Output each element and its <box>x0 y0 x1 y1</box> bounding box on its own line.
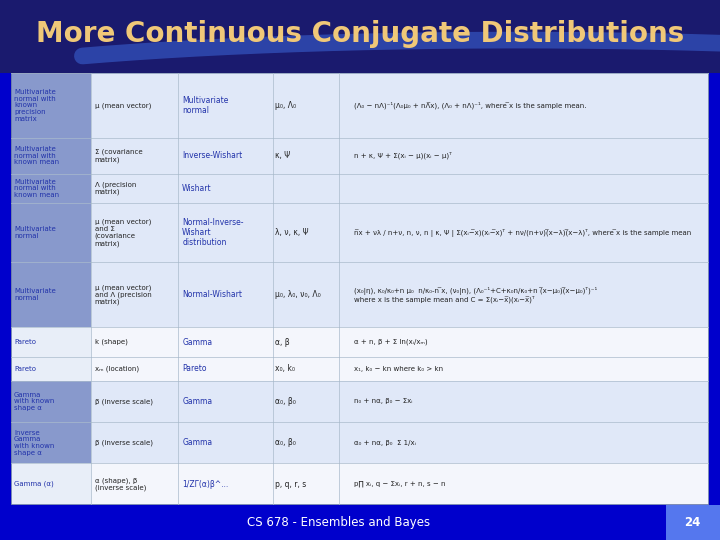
Text: p, q, r, s: p, q, r, s <box>275 480 307 489</box>
Bar <box>11 262 709 327</box>
Bar <box>11 463 91 505</box>
Text: μ₀, Λ₀: μ₀, Λ₀ <box>275 101 297 110</box>
Text: Pareto: Pareto <box>14 366 36 372</box>
Bar <box>11 327 91 357</box>
Text: Multivariate
normal with
known
precision
matrix: Multivariate normal with known precision… <box>14 89 55 122</box>
Text: Gamma: Gamma <box>182 397 212 406</box>
Text: α (shape), β
(inverse scale): α (shape), β (inverse scale) <box>94 477 146 491</box>
Bar <box>11 138 91 173</box>
Text: μ (mean vector)
and Σ
(covariance
matrix): μ (mean vector) and Σ (covariance matrix… <box>94 219 151 247</box>
Bar <box>11 422 709 463</box>
Text: μ (mean vector): μ (mean vector) <box>94 102 151 109</box>
Text: n₀ + nα, β₀ − Σxᵢ: n₀ + nα, β₀ − Σxᵢ <box>354 399 413 404</box>
Text: n̅x + νλ / n+ν, n, ν, n | κ, Ψ | Σ(xᵢ−̅x)(xᵢ−̅x)ᵀ + nν/(n+ν)(̅x−λ)(̅x−λ)ᵀ, where: n̅x + νλ / n+ν, n, ν, n | κ, Ψ | Σ(xᵢ−̅x… <box>354 228 691 237</box>
Bar <box>11 422 91 463</box>
Text: Gamma
with known
shape α: Gamma with known shape α <box>14 392 55 411</box>
Text: β (inverse scale): β (inverse scale) <box>94 440 153 446</box>
Text: α₀ + nα, β₀  Σ 1/xᵢ: α₀ + nα, β₀ Σ 1/xᵢ <box>354 440 415 445</box>
Bar <box>11 203 709 262</box>
Bar <box>11 381 709 422</box>
Bar <box>11 381 91 422</box>
Bar <box>11 463 709 505</box>
Text: Σ (covariance
matrix): Σ (covariance matrix) <box>94 149 143 163</box>
Bar <box>11 203 91 262</box>
Text: β (inverse scale): β (inverse scale) <box>94 398 153 404</box>
Bar <box>11 357 91 381</box>
Text: Multivariate
normal with
known mean: Multivariate normal with known mean <box>14 179 59 198</box>
Bar <box>666 505 720 540</box>
Text: Gamma: Gamma <box>182 438 212 447</box>
Text: Inverse-Wishart: Inverse-Wishart <box>182 151 243 160</box>
Text: (Λ₀ − nΛ)⁻¹(Λ₀μ₀ + nΛ̅x), (Λ₀ + nΛ)⁻¹, where ̅x is the sample mean.: (Λ₀ − nΛ)⁻¹(Λ₀μ₀ + nΛ̅x), (Λ₀ + nΛ)⁻¹, w… <box>354 102 586 109</box>
Text: Gamma: Gamma <box>182 338 212 347</box>
Text: k (shape): k (shape) <box>94 339 127 346</box>
Bar <box>11 327 709 357</box>
Text: α₀, β₀: α₀, β₀ <box>275 438 296 447</box>
Text: xₘ (location): xₘ (location) <box>94 366 139 372</box>
Bar <box>11 138 709 173</box>
Text: More Continuous Conjugate Distributions: More Continuous Conjugate Distributions <box>36 21 684 48</box>
Text: Wishart: Wishart <box>182 184 212 193</box>
Text: Multivariate
normal: Multivariate normal <box>14 288 55 301</box>
Text: Normal-Inverse-
Wishart
distribution: Normal-Inverse- Wishart distribution <box>182 218 243 247</box>
Text: Multivariate
normal with
known mean: Multivariate normal with known mean <box>14 146 59 165</box>
Bar <box>11 357 709 381</box>
Bar <box>11 262 91 327</box>
Text: Inverse
Gamma
with known
shape α: Inverse Gamma with known shape α <box>14 430 55 456</box>
Text: α, β: α, β <box>275 338 290 347</box>
Text: α + n, β + Σ ln(xᵢ/xₘ): α + n, β + Σ ln(xᵢ/xₘ) <box>354 339 428 346</box>
Text: x₀, k₀: x₀, k₀ <box>275 364 295 373</box>
Text: 24: 24 <box>685 516 701 529</box>
Text: Normal-Wishart: Normal-Wishart <box>182 291 242 299</box>
Text: μ (mean vector)
and Λ (precision
matrix): μ (mean vector) and Λ (precision matrix) <box>94 285 151 305</box>
Bar <box>11 173 709 203</box>
Text: κ, Ψ: κ, Ψ <box>275 151 290 160</box>
Text: n + κ, Ψ + Σ(xᵢ − μ)(xᵢ − μ)ᵀ: n + κ, Ψ + Σ(xᵢ − μ)(xᵢ − μ)ᵀ <box>354 152 451 159</box>
Text: Pareto: Pareto <box>14 339 36 345</box>
Text: Multivariate
normal: Multivariate normal <box>182 96 228 115</box>
Text: Gamma (α): Gamma (α) <box>14 481 54 488</box>
Text: α₀, β₀: α₀, β₀ <box>275 397 296 406</box>
Bar <box>11 173 91 203</box>
Text: CS 678 - Ensembles and Bayes: CS 678 - Ensembles and Bayes <box>247 516 430 529</box>
Text: p∏ xᵢ, q − Σxᵢ, r + n, s − n: p∏ xᵢ, q − Σxᵢ, r + n, s − n <box>354 481 446 488</box>
Text: 1/ZΓ(α)β^...: 1/ZΓ(α)β^... <box>182 480 228 489</box>
Bar <box>11 73 709 138</box>
Text: λ, ν, κ, Ψ: λ, ν, κ, Ψ <box>275 228 309 237</box>
Text: Pareto: Pareto <box>182 364 207 373</box>
Text: μ₀, λ₀, ν₀, Λ₀: μ₀, λ₀, ν₀, Λ₀ <box>275 291 321 299</box>
Text: (x₀|η), κ₀/κ₀+n μ₀  n/κ₀-n ̅x, (ν₀|n), (Λ₀⁻¹+C+κ₀n/κ₀+n (̅x−μ₀)(̅x−μ₀)ᵀ)⁻¹
where: (x₀|η), κ₀/κ₀+n μ₀ n/κ₀-n ̅x, (ν₀|n), (Λ… <box>354 287 597 303</box>
Text: Multivariate
normal: Multivariate normal <box>14 226 55 239</box>
Text: x₁, k₀ − kn where k₀ > kn: x₁, k₀ − kn where k₀ > kn <box>354 366 443 372</box>
Bar <box>11 73 91 138</box>
Text: Λ (precision
matrix): Λ (precision matrix) <box>94 181 136 195</box>
